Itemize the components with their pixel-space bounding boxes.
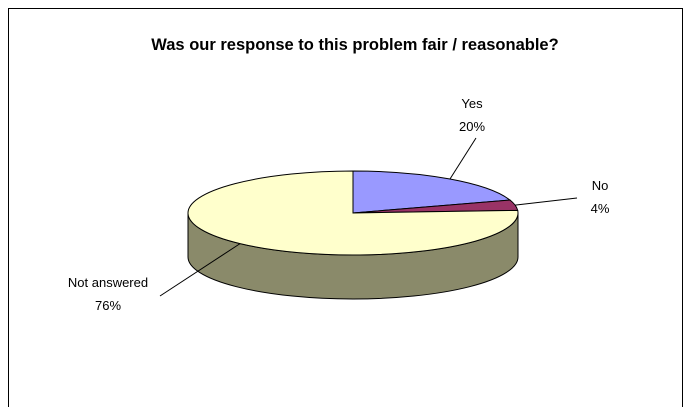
slice-label-not-answered: Not answered — [68, 275, 148, 290]
slice-value-not-answered: 76% — [95, 298, 121, 313]
leader-line-yes — [449, 137, 477, 180]
slice-value-no: 4% — [591, 201, 610, 216]
pie-top — [187, 170, 519, 256]
slice-value-yes: 20% — [459, 119, 485, 134]
slice-label-no: No — [592, 178, 609, 193]
leader-line-no — [515, 197, 578, 206]
leader-lines — [159, 137, 578, 297]
leader-line-not-answered — [159, 243, 241, 297]
pie-slice-yes — [352, 170, 512, 214]
chart-title: Was our response to this problem fair / … — [151, 36, 558, 54]
slice-label-yes: Yes — [461, 96, 483, 111]
